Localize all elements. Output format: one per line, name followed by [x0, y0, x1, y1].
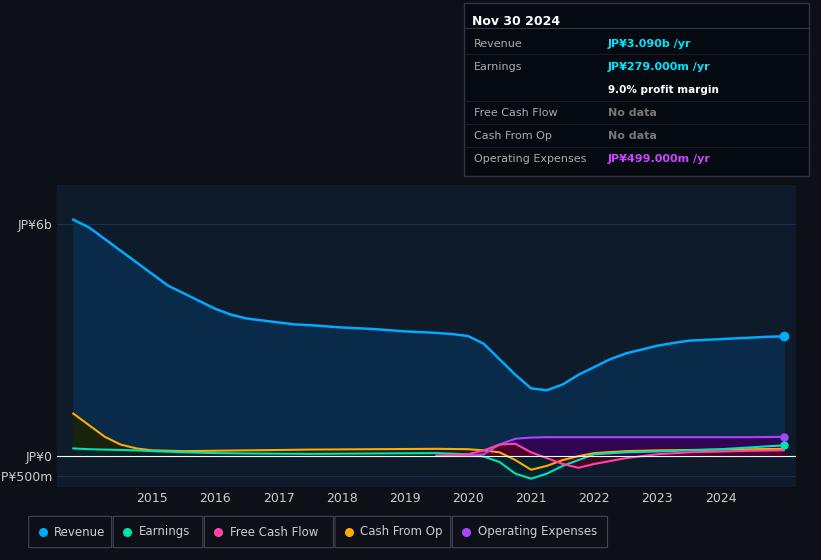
Text: Cash From Op: Cash From Op — [474, 131, 552, 141]
Text: Earnings: Earnings — [474, 62, 522, 72]
Text: Operating Expenses: Operating Expenses — [474, 155, 586, 164]
Text: Earnings: Earnings — [139, 525, 190, 539]
Text: Revenue: Revenue — [54, 525, 106, 539]
FancyBboxPatch shape — [113, 516, 203, 548]
Text: 9.0% profit margin: 9.0% profit margin — [608, 85, 718, 95]
Text: Cash From Op: Cash From Op — [360, 525, 443, 539]
Text: Operating Expenses: Operating Expenses — [478, 525, 597, 539]
Text: No data: No data — [608, 108, 657, 118]
Text: JP¥279.000m /yr: JP¥279.000m /yr — [608, 62, 710, 72]
Text: Nov 30 2024: Nov 30 2024 — [472, 15, 560, 28]
Text: No data: No data — [608, 131, 657, 141]
Text: JP¥3.090b /yr: JP¥3.090b /yr — [608, 39, 691, 49]
FancyBboxPatch shape — [335, 516, 451, 548]
FancyBboxPatch shape — [452, 516, 608, 548]
Text: Free Cash Flow: Free Cash Flow — [230, 525, 319, 539]
Text: Revenue: Revenue — [474, 39, 522, 49]
FancyBboxPatch shape — [29, 516, 112, 548]
FancyBboxPatch shape — [204, 516, 333, 548]
Text: JP¥499.000m /yr: JP¥499.000m /yr — [608, 155, 710, 164]
Text: Free Cash Flow: Free Cash Flow — [474, 108, 557, 118]
